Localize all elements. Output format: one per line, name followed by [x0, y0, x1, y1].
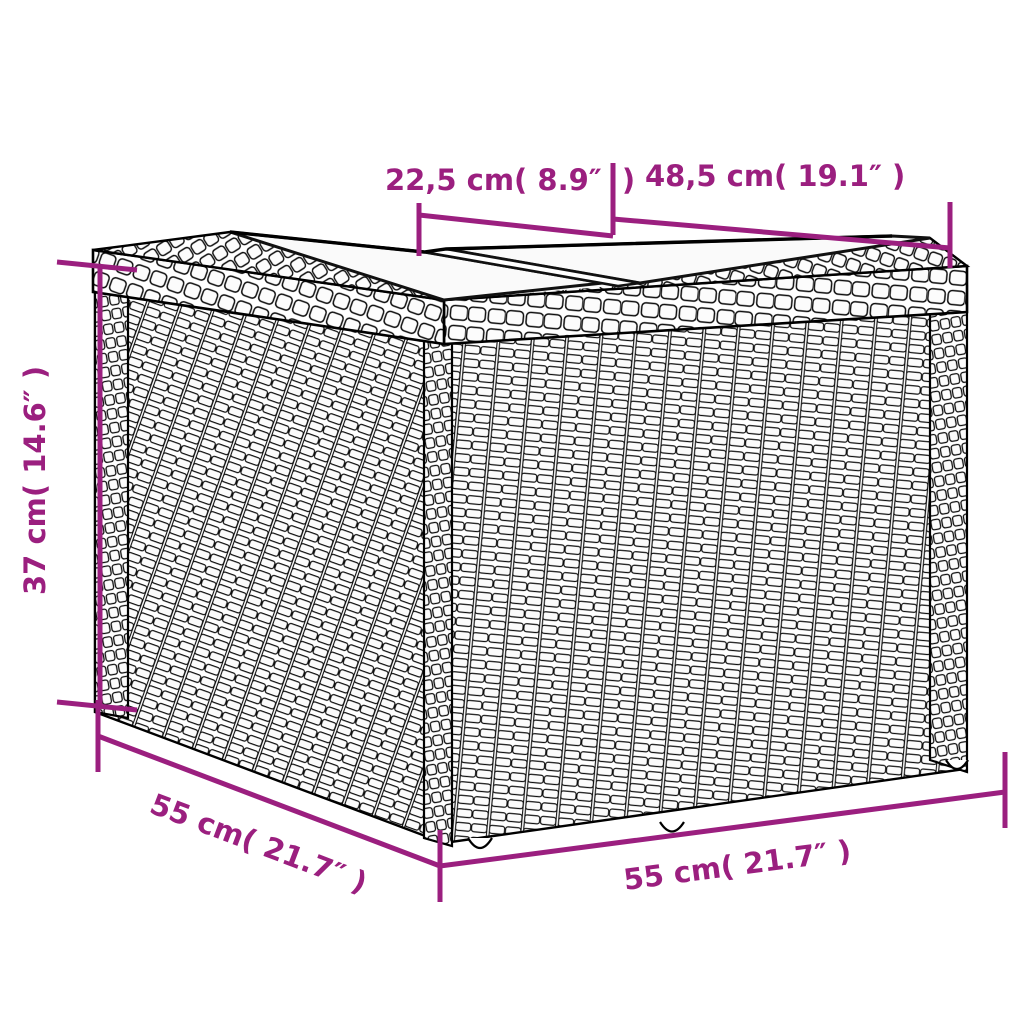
table-foot [659, 821, 685, 833]
dimension-label-depth: 55 cm( 21.7″ ) [146, 787, 372, 900]
corner-post-right [928, 284, 969, 774]
table-foot [467, 837, 493, 850]
dimension-label-height: 37 cm( 14.6″ ) [18, 366, 52, 595]
dimension-label-glass-large: 48,5 cm( 19.1″ ) [645, 159, 905, 193]
dimension-line-width [437, 752, 1008, 902]
dimension-label-width: 55 cm( 21.7″ ) [621, 833, 853, 897]
table-foot [945, 759, 969, 771]
dimension-line-depth [95, 700, 443, 902]
dimension-line-height [56, 259, 138, 713]
dimension-label-glass-small: 22,5 cm( 8.9″ ) [385, 163, 635, 197]
corner-post-front [422, 318, 454, 848]
dimension-line-glass-large [610, 163, 953, 268]
